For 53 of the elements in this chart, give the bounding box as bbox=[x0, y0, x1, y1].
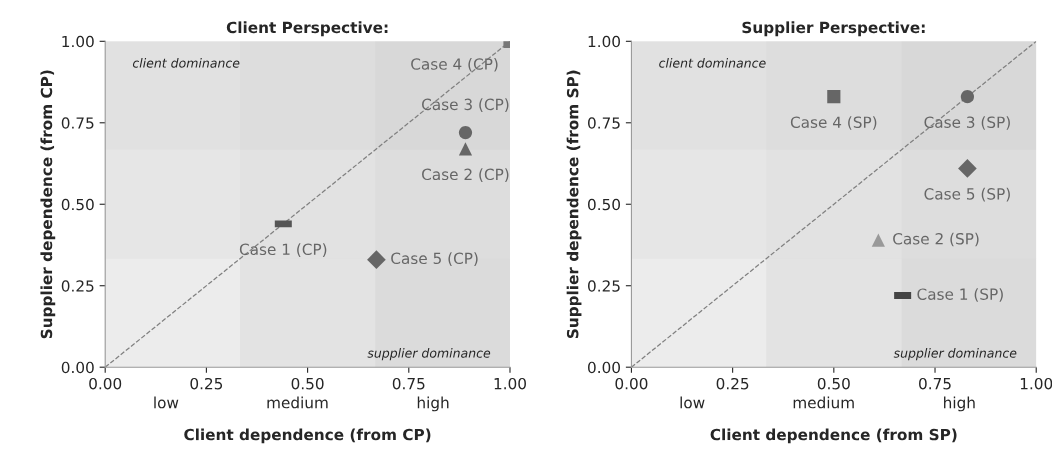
x-tick-label: 0.50 bbox=[291, 377, 324, 390]
point bbox=[367, 250, 386, 269]
series-label: Case 1 (SP) bbox=[917, 288, 1003, 302]
y-tick-label: 0.00 bbox=[61, 361, 94, 374]
x-axis-title: Client dependence (from CP) bbox=[184, 428, 431, 444]
x-tick-label: 1.00 bbox=[1020, 377, 1052, 390]
y-tick-label: 0.00 bbox=[588, 361, 620, 374]
annotation: supplier dominance bbox=[893, 348, 1017, 361]
y-tick-label: 0.50 bbox=[588, 198, 620, 211]
text: high bbox=[944, 396, 975, 412]
y-tick-label: 0.25 bbox=[61, 280, 94, 292]
chart-title: Client Perspective: bbox=[226, 21, 388, 37]
text: low bbox=[680, 396, 705, 409]
text: low bbox=[154, 396, 179, 409]
series-label: Case 2 (CP) bbox=[422, 168, 509, 182]
point bbox=[960, 90, 974, 104]
x-tick-label: 0.25 bbox=[716, 377, 749, 390]
y-tick-label: 0.50 bbox=[61, 198, 94, 211]
y-tick-label: 1.00 bbox=[62, 35, 94, 48]
text: high bbox=[417, 396, 449, 412]
x-tick-label: 0.75 bbox=[392, 377, 425, 390]
point bbox=[827, 90, 841, 104]
point bbox=[871, 233, 885, 247]
x-tick-label: 0.00 bbox=[615, 377, 648, 390]
y-axis-title: Supplier dependence (from CP) bbox=[40, 70, 56, 339]
x-tick-label: 0.25 bbox=[190, 377, 223, 390]
series-label: Case 4 (SP) bbox=[790, 116, 877, 130]
point bbox=[458, 142, 473, 156]
x-tick-label: 0.00 bbox=[89, 377, 122, 390]
y-tick-label: 1.00 bbox=[588, 35, 620, 48]
series-label: Case 1 (CP) bbox=[239, 243, 327, 257]
annotation: client dominance bbox=[659, 58, 766, 68]
series-label: Case 5 (SP) bbox=[924, 187, 1010, 202]
x-tick-label: 0.75 bbox=[919, 377, 951, 390]
point bbox=[958, 159, 977, 178]
series-label: Case 2 (SP) bbox=[893, 232, 979, 247]
series-label: Case 3 (CP) bbox=[422, 98, 509, 112]
x-tick-label: 0.50 bbox=[817, 377, 850, 390]
x-tick-label: 1.00 bbox=[494, 377, 526, 390]
x-axis-title: Client dependence (from SP) bbox=[710, 428, 957, 444]
text: medium bbox=[793, 396, 854, 409]
series-label: Case 5 (CP) bbox=[391, 252, 478, 266]
y-tick-label: 0.25 bbox=[588, 280, 620, 292]
y-tick-label: 0.75 bbox=[61, 117, 94, 129]
series-label: Case 3 (SP) bbox=[924, 116, 1010, 130]
text: medium bbox=[267, 396, 328, 409]
annotation: client dominance bbox=[132, 58, 240, 68]
chart-title: Supplier Perspective: bbox=[742, 21, 925, 37]
y-tick-label: 0.75 bbox=[588, 117, 620, 129]
series-label: Case 4 (CP) bbox=[411, 57, 498, 72]
annotation: supplier dominance bbox=[367, 348, 491, 361]
point bbox=[458, 125, 473, 140]
y-axis-title: Supplier dependence (from SP) bbox=[566, 70, 582, 339]
